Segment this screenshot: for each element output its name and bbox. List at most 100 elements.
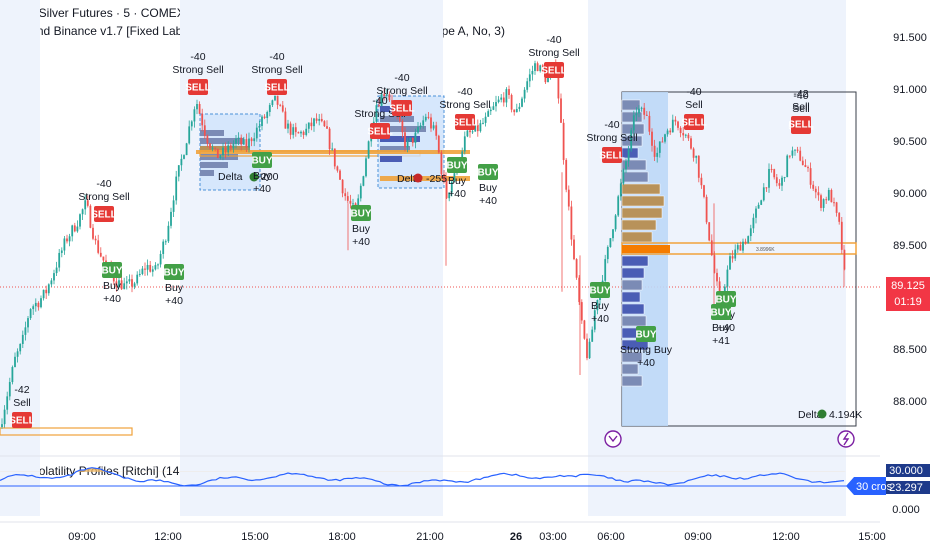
candle-body xyxy=(757,204,760,209)
candle-body xyxy=(651,131,653,146)
candle-body xyxy=(297,132,300,134)
sell-signal: SELL Strong Sell-40 xyxy=(528,34,580,78)
candle-body xyxy=(11,367,14,383)
buy-signal: BUY Buy+40 xyxy=(163,264,185,307)
candle-body xyxy=(177,165,180,177)
candle-body xyxy=(674,119,677,122)
profile-bar xyxy=(621,111,643,123)
profile-bar xyxy=(621,255,649,267)
signal-badge-text: SELL xyxy=(599,151,625,162)
candle-body xyxy=(315,118,318,121)
buy-signal: BUY Buy+40 xyxy=(251,152,273,195)
signal-value: +40 xyxy=(253,183,271,195)
event-icon-1[interactable] xyxy=(604,430,622,448)
candle-body xyxy=(450,181,453,193)
candle-body xyxy=(185,143,188,156)
candle-body xyxy=(591,329,594,342)
signal-label: Buy xyxy=(253,170,272,182)
candle-body xyxy=(164,241,167,243)
sell-signal: SELL Strong Sell-40 xyxy=(78,178,130,222)
time-tick-label: 26 xyxy=(510,531,522,543)
candle-body xyxy=(526,81,529,90)
candle-body xyxy=(505,89,508,103)
sell-signal: SELL Sell -42 xyxy=(788,88,814,132)
signal-value: +40 xyxy=(591,313,609,325)
candle-body xyxy=(248,138,250,148)
lightning-icon[interactable] xyxy=(837,430,855,448)
candle-body xyxy=(97,240,100,253)
candle-body xyxy=(300,131,302,134)
sell-signal: SELL Strong Sell-40 xyxy=(251,51,303,95)
candle-body xyxy=(149,264,152,272)
signal-value: +40 xyxy=(103,293,121,305)
sell-signal: SELL Strong Sell-40 xyxy=(586,119,638,163)
candle-body xyxy=(53,273,55,281)
support-zone-left xyxy=(0,427,133,436)
buy-badge xyxy=(590,282,610,298)
candle-body xyxy=(744,241,747,244)
candle-body xyxy=(708,222,711,241)
candle-body xyxy=(398,114,401,121)
signal-badge-text: SELL xyxy=(788,120,814,131)
signal-label: Strong Sell xyxy=(528,47,579,59)
candle-body xyxy=(47,284,50,294)
candle-body xyxy=(804,165,807,168)
buy-badge xyxy=(252,152,272,168)
candle-body xyxy=(201,113,204,126)
candle-body xyxy=(86,200,89,206)
candle-body xyxy=(513,109,516,113)
candle-body xyxy=(788,155,791,157)
candle-body xyxy=(768,168,770,188)
profile-bar xyxy=(621,219,657,231)
candle-body xyxy=(799,150,802,161)
sell-signal: SELL Strong Sell-40 xyxy=(376,72,428,116)
candle-body xyxy=(261,116,263,127)
profile-bar xyxy=(621,375,643,387)
candle-body xyxy=(432,125,435,129)
candle-body xyxy=(89,205,92,228)
svg-text:01:19: 01:19 xyxy=(894,296,922,308)
candle-body xyxy=(575,259,578,278)
candle-body xyxy=(229,145,232,149)
candle-body xyxy=(141,268,144,274)
signal-badge-text: BUY xyxy=(350,209,371,220)
osc-axis[interactable]: 30.000 23.297 0.000 30 cros xyxy=(846,464,930,516)
profile-bar xyxy=(621,267,645,279)
candle-body xyxy=(289,123,292,135)
price-tick-label: 88.500 xyxy=(893,344,927,356)
candle-body xyxy=(19,343,22,352)
candle-body xyxy=(794,149,796,151)
buy-signal: BUY Buy+40 xyxy=(350,205,372,248)
sell-badge xyxy=(544,62,564,78)
candle-body xyxy=(29,309,32,319)
candle-body xyxy=(461,151,464,161)
candle-body xyxy=(8,382,11,397)
candle-body xyxy=(414,132,417,143)
candle-body xyxy=(167,225,170,242)
price-tick-label: 91.500 xyxy=(893,32,927,44)
candle-body xyxy=(102,256,105,261)
profile-bar xyxy=(621,351,643,363)
candle-body xyxy=(471,131,474,133)
candle-body xyxy=(222,147,224,156)
candle-body xyxy=(144,268,146,270)
candle-body xyxy=(73,225,76,232)
signal-label: Buy xyxy=(591,300,610,312)
signal-value: -40 xyxy=(457,86,472,98)
candle-body xyxy=(697,155,700,178)
candle-body xyxy=(669,130,672,133)
candle-body xyxy=(666,130,669,135)
candle-body xyxy=(653,145,656,157)
candle-body xyxy=(170,211,172,226)
candle-body xyxy=(359,185,362,199)
candle-body xyxy=(424,116,427,121)
price-axis[interactable]: 91.50091.00090.50090.00089.50089.00088.5… xyxy=(893,32,927,408)
candle-body xyxy=(146,264,149,270)
time-axis[interactable]: 09:00 12:00 15:00 18:00 21:00 26 03:00 06:00 09:… xyxy=(68,531,886,543)
candle-body xyxy=(502,97,505,103)
chart-title: Micro Silver Futures · 5 · COMEX xyxy=(6,6,185,20)
delta-label-2: Delta -255 xyxy=(397,173,447,185)
candle-body xyxy=(609,238,612,247)
